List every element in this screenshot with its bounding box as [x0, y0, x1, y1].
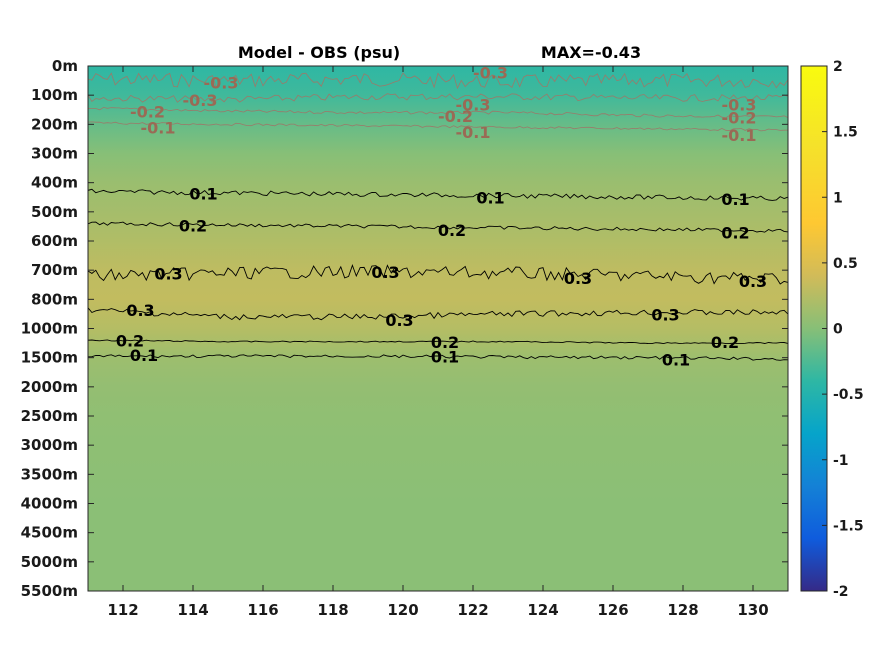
contour-label: -0.3: [204, 74, 239, 93]
contour-label: -0.1: [141, 119, 176, 138]
y-tick-label: 3500m: [21, 465, 78, 483]
colorbar-tick-label: 2: [833, 59, 843, 75]
y-tick-label: 0m: [52, 57, 78, 75]
contour-label: 0.2: [179, 216, 207, 235]
contour-label: -0.3: [183, 91, 218, 110]
max-annotation: MAX=-0.43: [541, 43, 641, 62]
colorbar-tick-label: -0.5: [833, 387, 864, 403]
plot-area: -0.3-0.3-0.3 -0.3 -0.3-0.2 -0.2 -0.2-0.1 -0.1…: [87, 63, 789, 592]
contour-label: 0.1: [431, 348, 459, 367]
contour-label: 0.3: [126, 301, 154, 320]
contour-label: -0.2: [130, 103, 165, 122]
y-tick-label: 200m: [31, 115, 78, 133]
contour-label: -0.3: [722, 95, 757, 114]
x-tick-label: 114: [177, 601, 208, 619]
contour-line: [88, 307, 788, 321]
contour-label: 0.1: [130, 346, 158, 365]
contour-label: 0.3: [651, 305, 679, 324]
x-axis: 112 114 116 118 120 122 124 126 128 130: [107, 66, 769, 619]
contour-label: 0.2: [431, 333, 459, 352]
y-tick-label: 600m: [31, 232, 78, 250]
colorbar-tick-label: 1: [833, 190, 843, 206]
x-tick-label: 130: [737, 601, 768, 619]
contour-line: [88, 106, 788, 119]
contour-label: 0.3: [564, 269, 592, 288]
contour-label: -0.2: [438, 107, 473, 126]
contour-label: 0.1: [662, 351, 690, 370]
contour-label: 0.2: [721, 224, 749, 243]
y-tick-label: 400m: [31, 174, 78, 192]
contour-label: 0.2: [116, 332, 144, 351]
y-axis: 0m 100m 200m 300m 400m 500m 600m 700m 800m 1000m 1…: [21, 57, 788, 600]
contour-label: 0.2: [438, 221, 466, 240]
contour-label: 0.3: [739, 272, 767, 291]
y-tick-label: 500m: [31, 203, 78, 221]
chart-title: Model - OBS (psu): [238, 43, 400, 62]
contour-label: -0.2: [722, 109, 757, 128]
colorbar-tick-label: 0.5: [833, 256, 858, 272]
contour-label: -0.1: [456, 123, 491, 142]
y-tick-label: 5500m: [21, 582, 78, 600]
contour-label: 0.3: [154, 265, 182, 284]
colorbar-tick-label: 0: [833, 322, 843, 338]
contour-label: 0.1: [189, 184, 217, 203]
y-tick-label: 3000m: [21, 436, 78, 454]
y-tick-label: 1500m: [21, 349, 78, 367]
x-tick-label: 126: [597, 601, 628, 619]
colorbar-tick-label: 1.5: [833, 125, 858, 141]
contour-layer: [88, 72, 788, 361]
contour-line: [88, 121, 788, 132]
colorbar-tick-label: -1: [833, 453, 849, 469]
y-tick-label: 5000m: [21, 553, 78, 571]
x-tick-label: 122: [457, 601, 488, 619]
y-tick-label: 2000m: [21, 378, 78, 396]
colorbar-ticks: 2 1.5 1 0.5 0 -0.5 -1 -1.5 -2: [822, 59, 864, 600]
contour-label: -0.3: [456, 95, 491, 114]
contour-label: 0.1: [721, 190, 749, 209]
y-tick-label: 4500m: [21, 524, 78, 542]
y-tick-label: 4000m: [21, 495, 78, 513]
contour-line: [88, 93, 788, 103]
colorbar-tick-label: -2: [833, 584, 849, 600]
contour-label: 0.2: [711, 333, 739, 352]
y-tick-label: 100m: [31, 86, 78, 104]
x-tick-label: 128: [667, 601, 698, 619]
data-field: [88, 66, 788, 591]
y-tick-label: 800m: [31, 290, 78, 308]
x-tick-label: 118: [317, 601, 348, 619]
y-tick-label: 300m: [31, 145, 78, 163]
contour-line: [88, 72, 788, 90]
contour-line: [88, 221, 788, 233]
contour-label: -0.3: [473, 63, 508, 82]
contour-line: [88, 339, 788, 345]
x-tick-label: 120: [387, 601, 418, 619]
x-tick-label: 124: [527, 601, 558, 619]
colorbar-tick-label: -1.5: [833, 518, 864, 534]
contour-label-layer: -0.3-0.3-0.3 -0.3 -0.3-0.2 -0.2 -0.2-0.1 -0.1…: [116, 63, 767, 369]
contour-label: -0.1: [722, 126, 757, 145]
contour-label: 0.3: [371, 263, 399, 282]
y-tick-label: 2500m: [21, 407, 78, 425]
contour-line: [88, 354, 788, 361]
contour-line: [88, 264, 788, 285]
contour-label: 0.3: [385, 311, 413, 330]
x-tick-label: 116: [247, 601, 278, 619]
x-tick-label: 112: [107, 601, 138, 619]
colorbar: 2 1.5 1 0.5 0 -0.5 -1 -1.5 -2: [800, 59, 864, 600]
contour-label: 0.1: [476, 189, 504, 208]
contour-line: [88, 188, 788, 201]
y-tick-label: 700m: [31, 261, 78, 279]
y-tick-label: 1000m: [21, 320, 78, 338]
